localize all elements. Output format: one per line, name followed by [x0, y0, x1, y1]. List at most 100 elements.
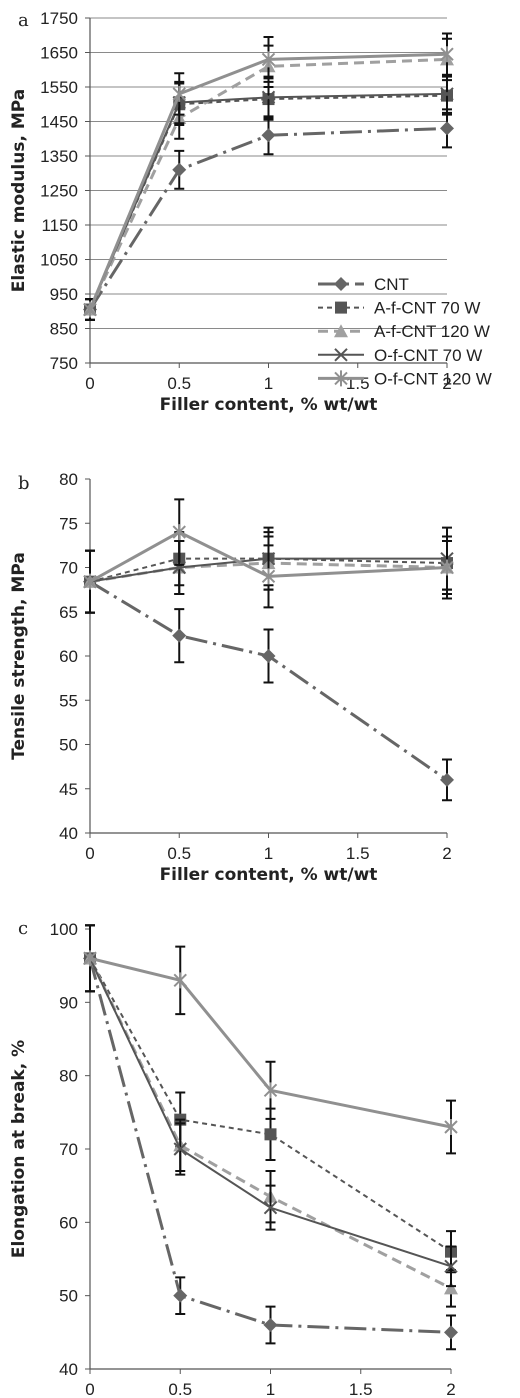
data-point	[173, 972, 187, 989]
y-tick-label: 1750	[40, 9, 78, 28]
x-tick-label: 0	[85, 374, 94, 393]
legend-label: A-f-CNT 120 W	[374, 322, 490, 341]
y-tick-label: 1550	[40, 78, 78, 97]
series-line	[88, 957, 452, 1334]
y-tick-label: 40	[59, 824, 78, 843]
y-tick-label: 70	[59, 1140, 78, 1159]
legend-entry: A-f-CNT 120 W	[318, 322, 490, 341]
x-tick-label: 1	[264, 374, 273, 393]
series-o-f-cnt-70-w	[83, 924, 458, 1288]
data-point	[440, 559, 454, 576]
x-tick-label: 0	[85, 844, 94, 863]
legend-label: O-f-CNT 70 W	[374, 346, 482, 365]
data-point	[261, 649, 276, 663]
panel-letter: a	[18, 10, 29, 31]
data-point	[261, 90, 276, 105]
y-tick-label: 70	[59, 559, 78, 578]
y-tick-label: 50	[59, 1287, 78, 1306]
series-o-f-cnt-120-w	[83, 498, 454, 614]
series-line	[89, 580, 448, 782]
data-point	[263, 1200, 278, 1215]
series-o-f-cnt-120-w	[83, 924, 458, 1155]
x-tick-label: 2	[442, 374, 451, 393]
x-axis-title: Filler content, % wt/wt	[160, 395, 378, 415]
chart-panel-a: a 750 850 950 1050 1150 1250 1350 1450 1550 1650 17…	[9, 9, 492, 415]
x-tick-label: 0.5	[167, 374, 191, 393]
legend-marker	[335, 301, 347, 314]
data-point	[440, 46, 454, 63]
y-tick-label: 90	[59, 993, 78, 1012]
series-line	[89, 956, 452, 1129]
panel-letter: b	[18, 473, 30, 494]
legend-marker	[334, 370, 348, 387]
x-tick-label: 2	[446, 1380, 455, 1398]
y-tick-label: 850	[50, 320, 78, 339]
y-tick-label: 50	[59, 736, 78, 755]
x-tick-label: 1.5	[349, 1380, 373, 1398]
y-tick-label: 1450	[40, 113, 78, 132]
x-tick-label: 1	[264, 844, 273, 863]
y-tick-label: 80	[59, 1067, 78, 1086]
legend-entry: CNT	[318, 275, 409, 294]
data-point	[444, 1259, 458, 1274]
legend-label: O-f-CNT 120 W	[374, 369, 492, 388]
legend-label: A-f-CNT 70 W	[374, 299, 480, 318]
x-axis-title: Filler content, % wt/wt	[160, 865, 378, 885]
data-point	[444, 1325, 458, 1340]
y-tick-label: 100	[50, 920, 78, 939]
data-point	[172, 524, 186, 541]
series-line	[89, 557, 447, 583]
data-point	[264, 1128, 277, 1141]
data-point	[444, 1119, 458, 1135]
y-tick-label: 1650	[40, 44, 78, 63]
legend-entry: A-f-CNT 70 W	[318, 299, 480, 318]
series-line	[88, 126, 448, 311]
y-tick-label: 1350	[40, 147, 78, 166]
data-point	[83, 573, 97, 590]
data-point	[263, 1318, 278, 1332]
data-point	[173, 1142, 187, 1156]
y-axis-title: Elongation at break, %	[9, 1040, 29, 1258]
legend-entry: O-f-CNT 120 W	[318, 369, 492, 388]
y-axis-title: Tensile strength, MPa	[9, 552, 29, 760]
series-line	[88, 57, 448, 311]
data-point	[261, 51, 276, 68]
y-tick-label: 1150	[41, 216, 78, 235]
data-point	[261, 128, 276, 143]
y-tick-label: 1050	[40, 251, 78, 270]
data-point	[261, 568, 276, 585]
series-line	[89, 957, 452, 1268]
data-point	[263, 1082, 278, 1099]
panel-letter: c	[18, 918, 28, 939]
legend-marker	[334, 277, 348, 291]
series-line	[89, 957, 452, 1253]
series-line	[88, 52, 448, 311]
x-tick-label: 0.5	[167, 844, 191, 863]
series-line	[89, 92, 448, 310]
data-point	[172, 628, 187, 643]
x-tick-label: 1.5	[346, 374, 370, 393]
y-tick-label: 60	[59, 647, 78, 666]
y-tick-label: 950	[50, 285, 78, 304]
y-tick-label: 55	[59, 691, 78, 710]
data-point	[83, 950, 97, 967]
x-tick-label: 0.5	[168, 1380, 192, 1398]
y-tick-label: 1250	[40, 182, 78, 201]
y-tick-label: 40	[59, 1360, 78, 1379]
data-point	[444, 1281, 458, 1295]
data-point	[172, 162, 187, 177]
legend-marker	[334, 348, 348, 362]
data-point	[172, 560, 186, 575]
x-tick-label: 0	[85, 1380, 94, 1398]
legend-marker	[334, 324, 348, 338]
data-point	[172, 85, 186, 102]
y-tick-label: 750	[50, 354, 78, 373]
data-point	[440, 772, 454, 787]
series-line	[89, 530, 448, 583]
y-axis-title: Elastic modulus, MPa	[9, 89, 29, 292]
y-tick-label: 80	[59, 470, 78, 489]
data-point	[173, 1288, 188, 1303]
y-tick-label: 65	[59, 603, 78, 622]
